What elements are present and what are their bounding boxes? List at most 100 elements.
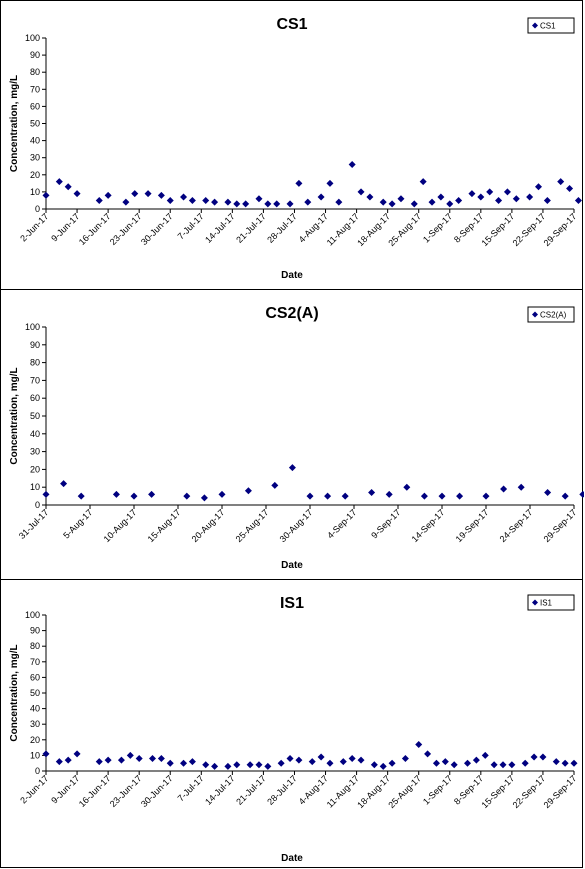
data-point <box>112 490 120 498</box>
x-tick-label: 7-Jul-17 <box>176 211 206 241</box>
data-point <box>317 193 325 201</box>
x-tick-label: 14-Sep-17 <box>410 507 447 544</box>
data-point <box>304 198 312 206</box>
data-point <box>73 750 81 758</box>
x-axis-label: Date <box>281 853 303 864</box>
data-point <box>368 489 376 497</box>
data-point <box>561 759 569 767</box>
data-point <box>512 195 520 203</box>
y-tick-label: 0 <box>35 204 40 214</box>
data-point <box>348 755 356 763</box>
x-tick-label: 29-Sep-17 <box>542 211 579 248</box>
chart-title: IS1 <box>280 595 304 612</box>
x-tick-label: 9-Jun-17 <box>49 773 81 805</box>
x-tick-label: 7-Jul-17 <box>176 773 206 803</box>
chart-panel-cs1: CS1 CS1 0 10 20 30 40 50 60 70 80 90 100 2-Jun-17 9-Ju… <box>0 0 583 290</box>
x-tick-label: 21-Jul-17 <box>234 211 268 245</box>
x-tick-label: 4-Sep-17 <box>325 507 358 540</box>
data-point <box>242 200 250 208</box>
data-point <box>544 489 552 497</box>
data-point <box>366 193 374 201</box>
x-tick-label: 24-Sep-17 <box>498 507 535 544</box>
x-tick-label: 9-Sep-17 <box>369 507 402 540</box>
data-point <box>95 758 103 766</box>
data-point <box>166 196 174 204</box>
data-point <box>126 751 134 759</box>
data-point <box>244 487 252 495</box>
data-point <box>295 756 303 764</box>
data-point <box>574 196 582 204</box>
data-point <box>379 762 387 770</box>
legend-box <box>527 17 575 34</box>
chart-title: CS2(A) <box>265 305 318 322</box>
data-point <box>552 758 560 766</box>
legend: IS1 <box>527 594 575 611</box>
data-point <box>415 740 423 748</box>
data-point <box>348 161 356 169</box>
y-tick-label: 70 <box>30 657 40 667</box>
data-point <box>55 178 63 186</box>
data-point <box>218 490 226 498</box>
y-tick-label: 40 <box>30 429 40 439</box>
data-point <box>446 200 454 208</box>
data-point <box>503 188 511 196</box>
data-point <box>401 755 409 763</box>
x-axis-label: Date <box>281 270 303 281</box>
y-tick-label: 90 <box>30 50 40 60</box>
data-point <box>277 759 285 767</box>
data-point <box>130 492 138 500</box>
data-point <box>403 483 411 491</box>
x-tick-label: 5-Aug-17 <box>61 507 94 540</box>
x-tick-label: 23-Jun-17 <box>108 773 144 809</box>
y-tick-label: 90 <box>30 340 40 350</box>
data-point <box>148 755 156 763</box>
data-point <box>482 492 490 500</box>
x-tick-label: 9-Jun-17 <box>49 211 81 243</box>
x-tick-label: 1-Sep-17 <box>421 211 454 244</box>
data-point <box>397 195 405 203</box>
data-point <box>273 200 281 208</box>
legend-box <box>527 306 575 323</box>
data-point <box>60 480 68 488</box>
legend-marker <box>532 599 538 606</box>
data-point <box>357 188 365 196</box>
data-point <box>42 750 50 758</box>
data-point <box>521 759 529 767</box>
data-point <box>508 761 516 769</box>
data-point <box>77 492 85 500</box>
data-point <box>183 492 191 500</box>
data-point <box>55 758 63 766</box>
data-point <box>410 200 418 208</box>
data-point <box>317 753 325 761</box>
x-tick-label: 30-Jun-17 <box>139 773 175 809</box>
y-tick-label: 90 <box>30 626 40 636</box>
data-point <box>308 758 316 766</box>
x-tick-label: 31-Jul-17 <box>17 507 51 541</box>
x-tick-label: 25-Aug-17 <box>386 211 423 248</box>
data-point <box>286 200 294 208</box>
data-point <box>438 492 446 500</box>
data-point <box>117 756 125 764</box>
data-point <box>341 492 349 500</box>
data-point <box>224 762 232 770</box>
y-axis-label: Concentration, mg/L <box>9 644 20 741</box>
y-tick-label: 80 <box>30 67 40 77</box>
data-series-is1 <box>42 740 578 770</box>
y-tick-label: 70 <box>30 375 40 385</box>
legend: CS1 <box>527 17 575 34</box>
data-point <box>202 761 210 769</box>
x-tick-label: 28-Jul-17 <box>265 773 299 807</box>
y-tick-label: 30 <box>30 447 40 457</box>
data-point <box>135 755 143 763</box>
y-tick-label: 10 <box>30 482 40 492</box>
data-point <box>224 198 232 206</box>
y-tick-label: 50 <box>30 688 40 698</box>
chart-is1: IS1 IS1 0 10 20 30 40 50 60 70 80 90 100 2-Jun-179-Ju… <box>9 594 578 864</box>
chart-title: CS1 <box>276 16 307 33</box>
data-point <box>42 191 50 199</box>
data-point <box>455 196 463 204</box>
data-point <box>420 492 428 500</box>
data-point <box>264 762 272 770</box>
y-tick-label: 10 <box>30 750 40 760</box>
y-tick-label: 50 <box>30 119 40 129</box>
